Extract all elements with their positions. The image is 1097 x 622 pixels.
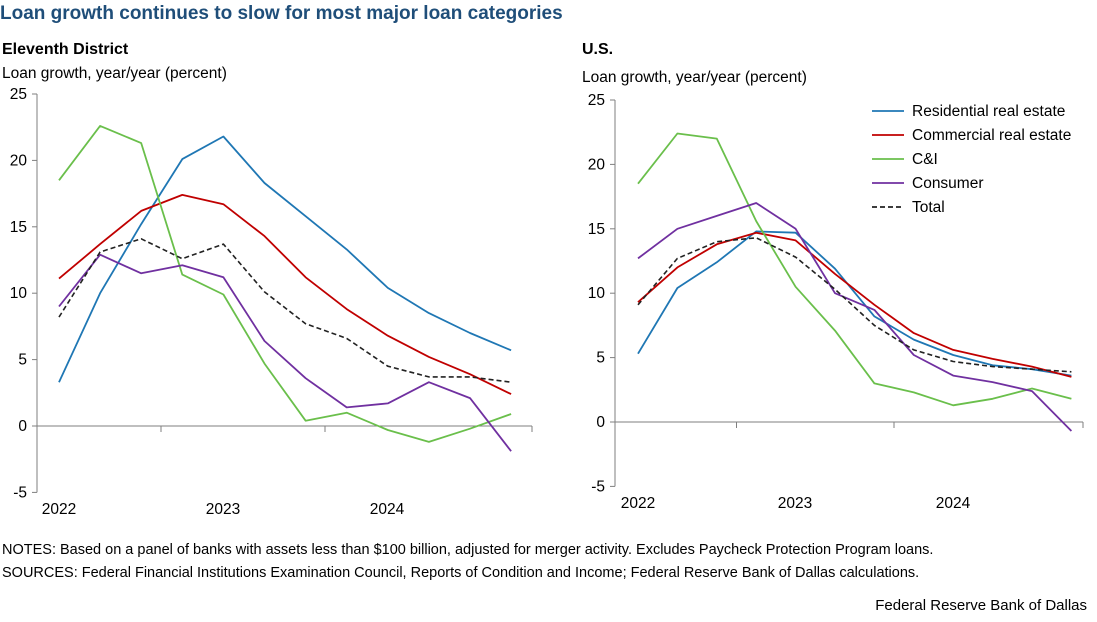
district-y-axis-label: Loan growth, year/year (percent) (2, 65, 227, 82)
us-y-tick-label: 10 (588, 285, 606, 302)
district-series-commercial (58, 193, 512, 395)
us-y-tick-label: 0 (596, 414, 605, 431)
district-y-tick-label: 0 (18, 418, 27, 435)
district-series-residential (58, 135, 512, 383)
us-chart-title: U.S. (582, 41, 613, 58)
district-y-tick-label: 15 (10, 219, 27, 236)
district-series-total (58, 238, 512, 383)
district-x-tick-label: 2024 (370, 501, 405, 518)
district-series-consumer (58, 253, 512, 452)
us-series-residential (637, 230, 1072, 377)
district-y-tick-label: 25 (10, 86, 27, 103)
district-y-tick-label: -5 (13, 484, 27, 501)
us-series-total (637, 237, 1072, 373)
district-x-tick-label: 2022 (42, 501, 76, 518)
us-y-tick-label: 25 (588, 92, 605, 109)
us-y-tick-label: -5 (591, 478, 605, 495)
district-y-tick-label: 10 (10, 285, 28, 302)
us-y-tick-label: 15 (588, 221, 605, 238)
us-x-tick-label: 2022 (621, 495, 655, 512)
page-title: Loan growth continues to slow for most m… (0, 3, 563, 24)
us-x-tick-label: 2024 (936, 495, 971, 512)
district-series-ci (58, 125, 512, 443)
us-y-tick-label: 5 (596, 350, 605, 367)
sources-text: SOURCES: Federal Financial Institutions … (2, 565, 920, 581)
district-chart-title: Eleventh District (2, 41, 129, 58)
credit-text: Federal Reserve Bank of Dallas (875, 597, 1087, 614)
legend-label-ci: C&I (912, 151, 938, 168)
us-series-ci (637, 132, 1072, 407)
us-y-axis-label: Loan growth, year/year (percent) (582, 69, 807, 86)
us-x-tick-label: 2023 (778, 495, 812, 512)
us-series-commercial (637, 231, 1072, 378)
legend-label-commercial: Commercial real estate (912, 127, 1071, 144)
district-y-tick-label: 5 (18, 352, 27, 369)
notes-text: NOTES: Based on a panel of banks with as… (2, 542, 934, 558)
district-x-tick-label: 2023 (206, 501, 240, 518)
us-y-tick-label: 20 (588, 156, 606, 173)
legend-label-consumer: Consumer (912, 175, 984, 192)
legend-label-residential: Residential real estate (912, 103, 1065, 120)
legend-label-total: Total (912, 199, 945, 216)
us-series-consumer (637, 202, 1073, 432)
chart-canvas: Eleventh District Loan growth, year/year … (2, 41, 1084, 518)
district-y-tick-label: 20 (10, 152, 28, 169)
